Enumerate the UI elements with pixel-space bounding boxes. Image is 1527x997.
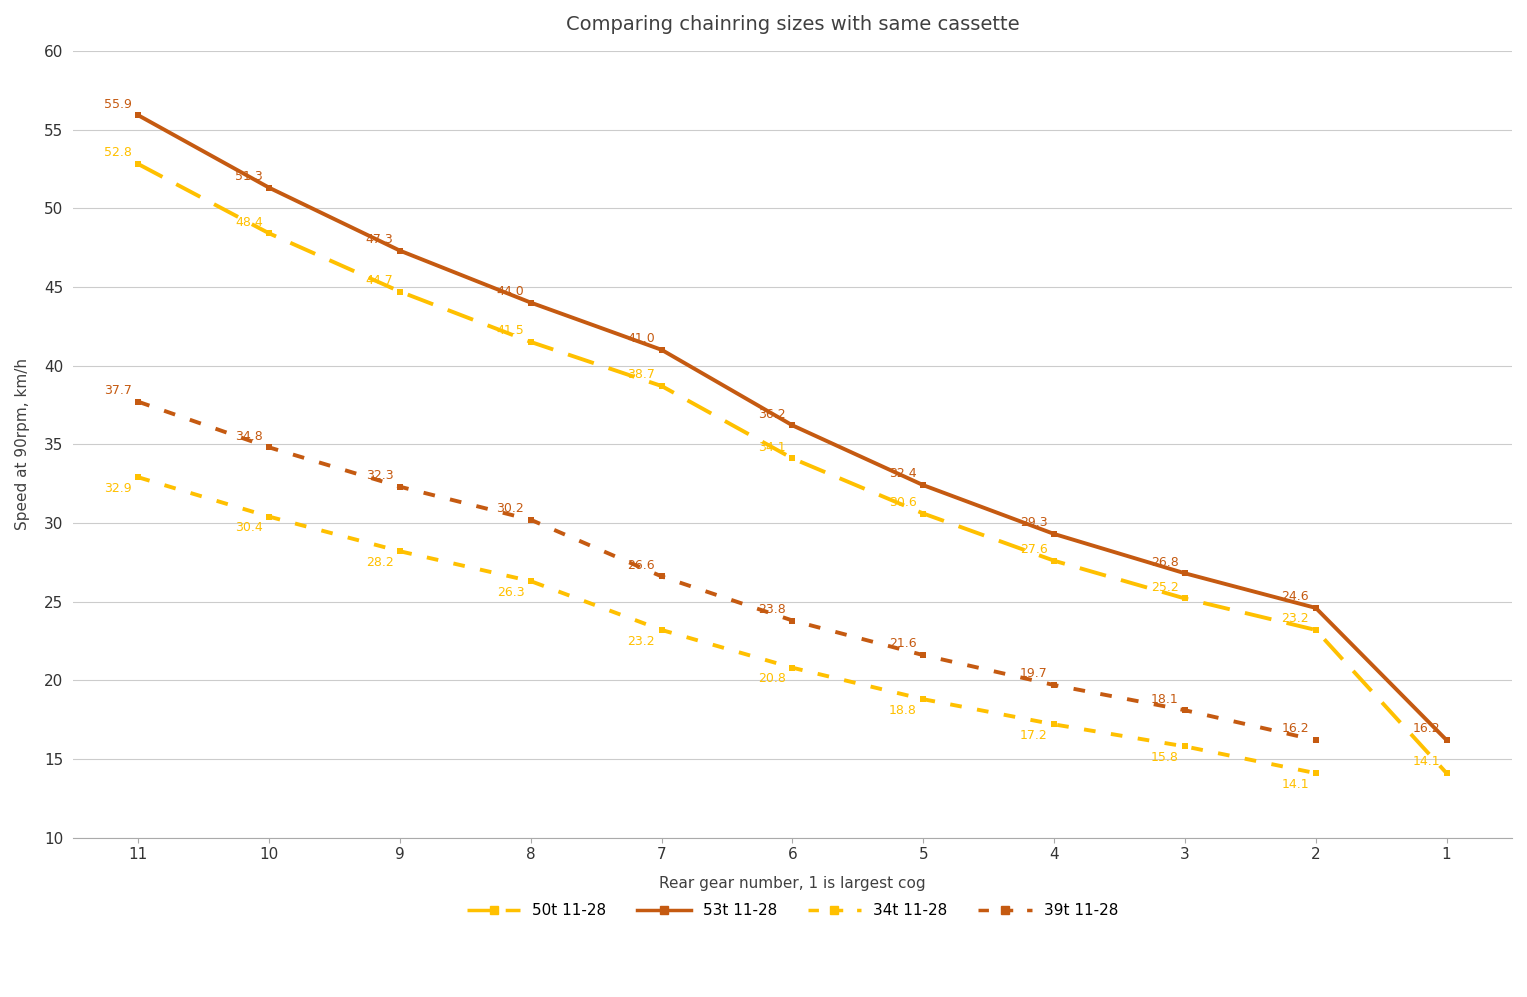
Title: Comparing chainring sizes with same cassette: Comparing chainring sizes with same cass…: [565, 15, 1020, 34]
Text: 36.2: 36.2: [759, 408, 786, 421]
Text: 23.8: 23.8: [759, 603, 786, 616]
Text: 26.8: 26.8: [1151, 555, 1179, 568]
Text: 27.6: 27.6: [1020, 543, 1048, 556]
Text: 52.8: 52.8: [104, 147, 131, 160]
Text: 44.7: 44.7: [366, 274, 394, 287]
Text: 16.2: 16.2: [1412, 723, 1440, 736]
Text: 29.3: 29.3: [1020, 516, 1048, 529]
Text: 16.2: 16.2: [1281, 723, 1309, 736]
Text: 14.1: 14.1: [1281, 778, 1309, 791]
Text: 32.3: 32.3: [366, 469, 394, 482]
Text: 38.7: 38.7: [628, 368, 655, 381]
Text: 55.9: 55.9: [104, 98, 131, 111]
Text: 20.8: 20.8: [757, 672, 786, 686]
Text: 26.6: 26.6: [628, 558, 655, 571]
Text: 32.9: 32.9: [104, 482, 131, 496]
Text: 34.1: 34.1: [759, 441, 786, 454]
Text: 30.6: 30.6: [889, 496, 916, 508]
Text: 23.2: 23.2: [1281, 612, 1309, 625]
Text: 44.0: 44.0: [496, 285, 524, 298]
Text: 26.3: 26.3: [496, 586, 524, 599]
Text: 17.2: 17.2: [1020, 729, 1048, 742]
Text: 32.4: 32.4: [889, 468, 916, 481]
Text: 41.0: 41.0: [628, 332, 655, 345]
Text: 30.2: 30.2: [496, 502, 524, 515]
Text: 37.7: 37.7: [104, 384, 131, 397]
Text: 48.4: 48.4: [235, 215, 263, 228]
Text: 15.8: 15.8: [1150, 751, 1179, 764]
Text: 30.4: 30.4: [235, 521, 263, 534]
Y-axis label: Speed at 90rpm, km/h: Speed at 90rpm, km/h: [15, 358, 31, 530]
Text: 34.8: 34.8: [235, 430, 263, 443]
Text: 51.3: 51.3: [235, 170, 263, 183]
Text: 18.1: 18.1: [1151, 693, 1179, 706]
Text: 47.3: 47.3: [366, 233, 394, 246]
Text: 23.2: 23.2: [628, 635, 655, 648]
X-axis label: Rear gear number, 1 is largest cog: Rear gear number, 1 is largest cog: [660, 876, 925, 891]
Text: 28.2: 28.2: [366, 556, 394, 569]
Legend: 50t 11-28, 53t 11-28, 34t 11-28, 39t 11-28: 50t 11-28, 53t 11-28, 34t 11-28, 39t 11-…: [461, 897, 1124, 924]
Text: 21.6: 21.6: [889, 637, 916, 650]
Text: 19.7: 19.7: [1020, 667, 1048, 680]
Text: 41.5: 41.5: [496, 324, 524, 337]
Text: 24.6: 24.6: [1281, 590, 1309, 603]
Text: 14.1: 14.1: [1412, 756, 1440, 769]
Text: 18.8: 18.8: [889, 704, 916, 717]
Text: 25.2: 25.2: [1151, 581, 1179, 594]
